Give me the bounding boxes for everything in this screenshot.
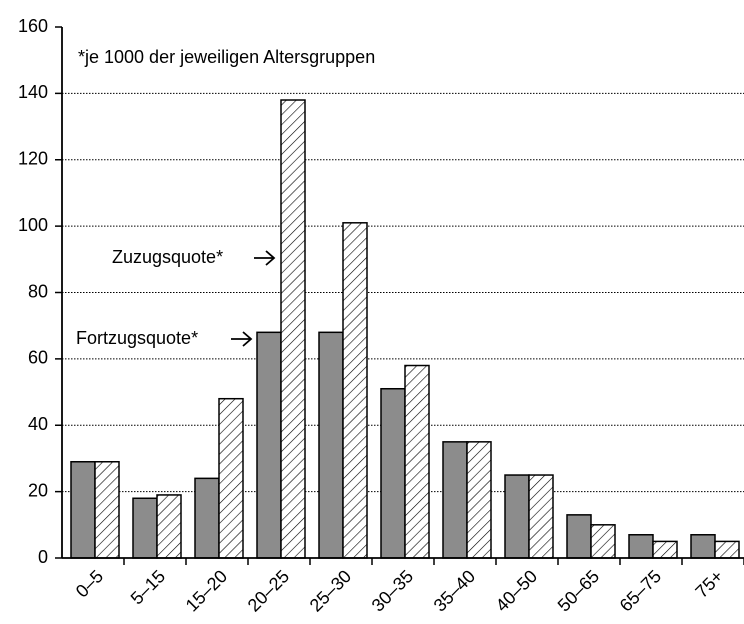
bar xyxy=(318,331,344,559)
x-tick-label: 20–25 xyxy=(244,566,294,616)
x-tick-label: 25–30 xyxy=(306,566,356,616)
y-tick-label: 100 xyxy=(18,215,48,235)
legend-arrow xyxy=(231,331,253,347)
bar xyxy=(404,364,430,559)
y-tick-label: 160 xyxy=(18,16,48,36)
bar xyxy=(652,540,678,559)
bar xyxy=(504,474,530,559)
bar xyxy=(380,387,406,559)
x-tick-label: 15–20 xyxy=(182,566,232,616)
y-tick-label: 80 xyxy=(28,281,48,301)
bar xyxy=(94,461,120,559)
bar xyxy=(132,497,158,559)
x-tick-label: 5–15 xyxy=(127,566,169,608)
y-tick-label: 40 xyxy=(28,414,48,434)
bar xyxy=(590,524,616,559)
bar xyxy=(280,99,306,559)
annotation: *je 1000 der jeweiligen Altersgruppen xyxy=(78,47,375,67)
x-tick-label: 30–35 xyxy=(368,566,418,616)
x-tick-label: 50–65 xyxy=(554,566,604,616)
y-tick-label: 60 xyxy=(28,348,48,368)
bar xyxy=(566,514,592,559)
bar xyxy=(466,441,492,559)
legend-label: Fortzugsquote* xyxy=(76,328,198,348)
legend-arrow xyxy=(254,250,276,266)
bar xyxy=(256,331,282,559)
legend-label: Zuzugsquote* xyxy=(112,247,223,267)
bar xyxy=(714,540,740,559)
x-tick-label: 40–50 xyxy=(492,566,542,616)
x-tick-label: 65–75 xyxy=(616,566,666,616)
y-tick-label: 20 xyxy=(28,480,48,500)
y-tick-label: 140 xyxy=(18,82,48,102)
x-tick-label: 35–40 xyxy=(430,566,480,616)
bar xyxy=(156,494,182,559)
bar xyxy=(528,474,554,559)
bar xyxy=(628,534,654,559)
bar xyxy=(342,222,368,559)
y-tick-label: 120 xyxy=(18,149,48,169)
x-tick-label: 0–5 xyxy=(72,566,107,601)
bar xyxy=(442,441,468,559)
bar xyxy=(218,397,244,559)
y-tick-label: 0 xyxy=(38,547,48,567)
bar xyxy=(690,534,716,559)
bar xyxy=(194,477,220,559)
x-tick-label: 75+ xyxy=(691,566,727,602)
bar xyxy=(70,461,96,559)
